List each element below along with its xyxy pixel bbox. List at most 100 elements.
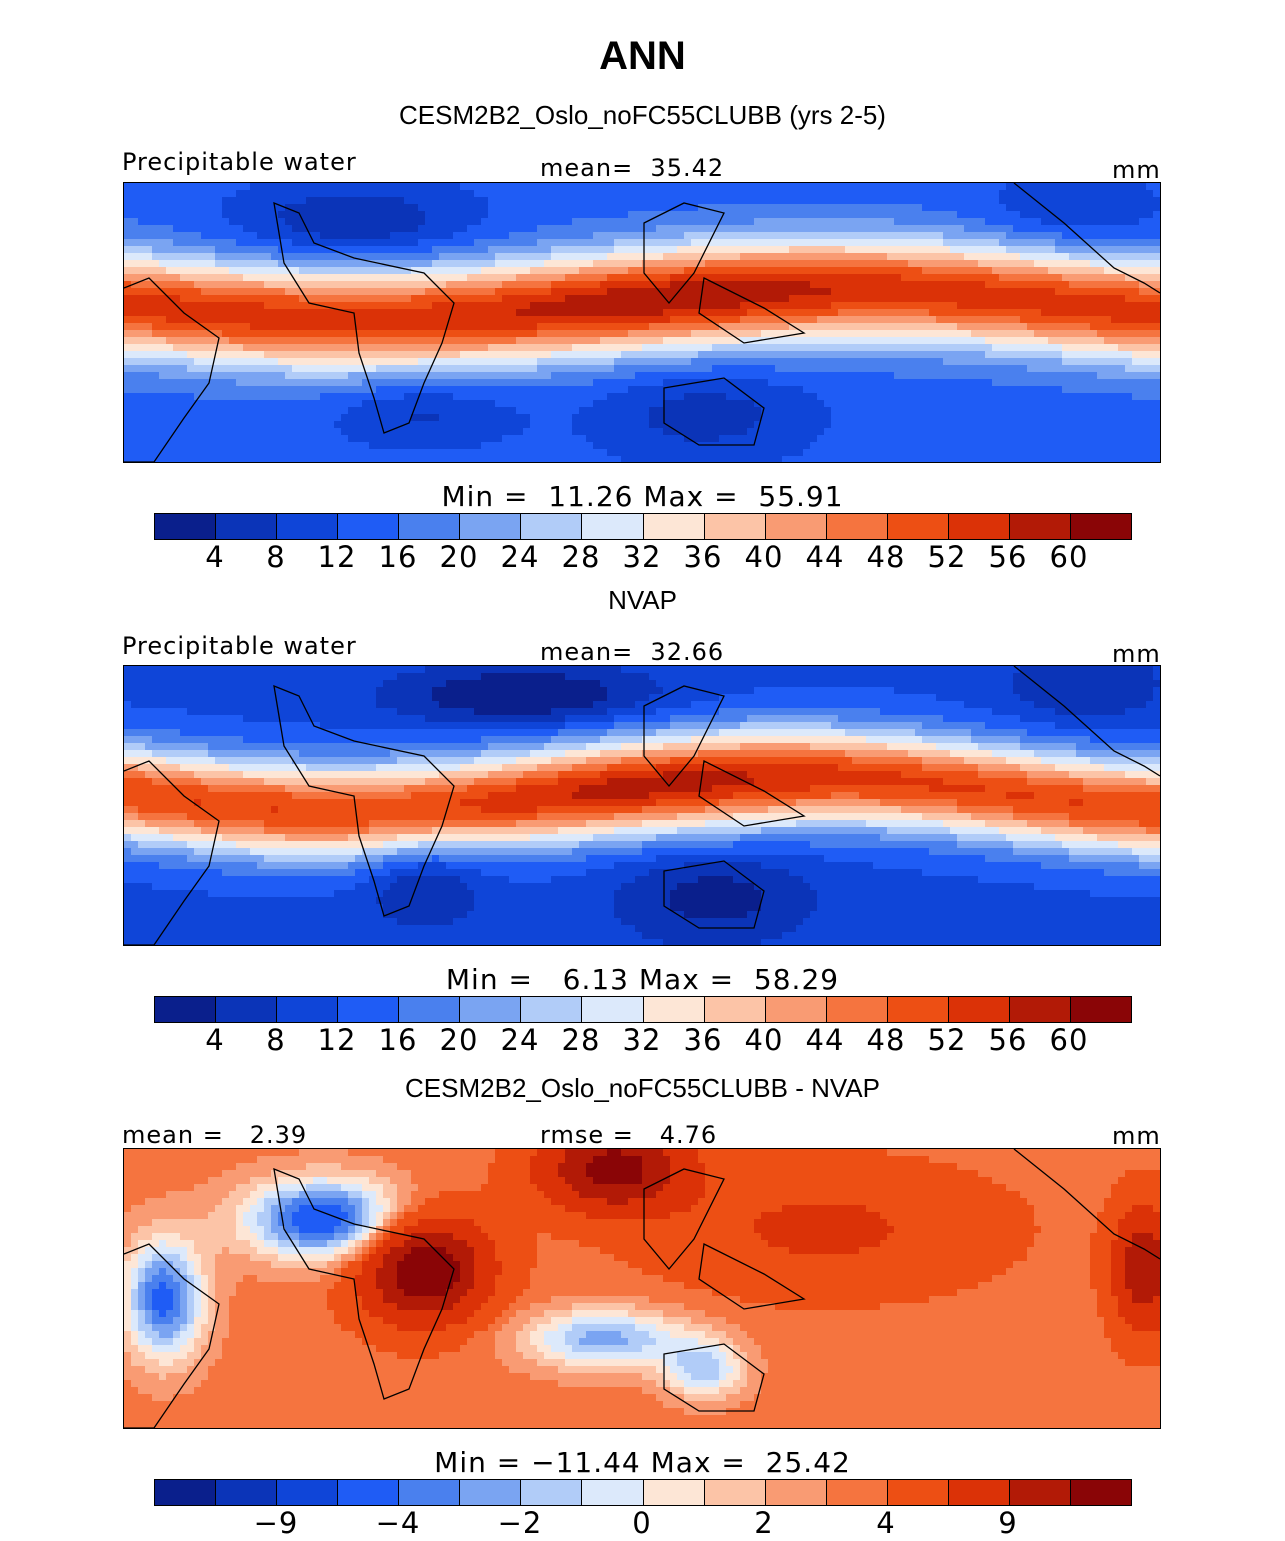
contour-cell	[138, 1338, 153, 1346]
contour-cell	[733, 1345, 741, 1353]
contour-cell	[1027, 365, 1126, 373]
contour-cell	[383, 890, 475, 898]
contour-cell	[124, 1289, 132, 1297]
contour-cell	[1146, 827, 1160, 835]
contour-cell	[124, 183, 251, 191]
contour-cell	[600, 281, 671, 289]
contour-cell	[656, 225, 965, 233]
contour-cell	[474, 190, 1000, 198]
contour-cell	[978, 1282, 1091, 1290]
coastline	[273, 201, 455, 434]
contour-cell	[194, 1338, 209, 1346]
contour-cell	[173, 1394, 657, 1402]
contour-cell	[1069, 771, 1126, 779]
contour-cell	[124, 1226, 139, 1234]
contour-cell	[411, 414, 440, 422]
contour-cell	[390, 750, 482, 758]
contour-cell	[698, 1149, 888, 1157]
contour-cell	[740, 1366, 748, 1374]
contour-cell	[775, 1303, 881, 1311]
contour-cell	[236, 190, 475, 198]
contour-cell	[264, 1205, 272, 1213]
contour-cell	[565, 295, 790, 303]
contour-cell	[236, 1212, 244, 1220]
contour-cell	[180, 1289, 188, 1297]
contour-cell	[957, 1163, 1160, 1171]
contour-cell	[1104, 1198, 1160, 1206]
colorbar-swatch	[826, 1480, 888, 1505]
contour-cell	[530, 302, 741, 310]
contour-cell	[250, 1240, 265, 1248]
contour-cell	[600, 771, 664, 779]
contour-cell	[166, 316, 671, 324]
contour-cell	[530, 834, 594, 842]
colorbar-tick-label: 16	[378, 540, 418, 574]
contour-cell	[453, 1254, 475, 1262]
contour-cell	[215, 1359, 503, 1367]
contour-cell	[278, 1177, 314, 1185]
panel-2-min-max: Min = 6.13 Max = 58.29	[445, 963, 840, 996]
contour-cell	[201, 1275, 209, 1283]
contour-cell	[334, 1254, 342, 1262]
contour-cell	[124, 1422, 1160, 1428]
contour-cell	[530, 1303, 573, 1311]
contour-cell	[264, 1240, 279, 1248]
contour-cell	[957, 841, 1014, 849]
contour-cell	[166, 337, 230, 345]
contour-cell	[726, 1352, 734, 1360]
colorbar-tick-label: 60	[1049, 540, 1089, 574]
contour-cell	[124, 771, 146, 779]
contour-cell	[124, 344, 174, 352]
contour-cell	[138, 1282, 146, 1290]
contour-cell	[1139, 281, 1160, 289]
contour-cell	[152, 1219, 237, 1227]
contour-cell	[670, 1163, 706, 1171]
contour-cell	[124, 757, 167, 765]
contour-cell	[243, 274, 468, 282]
contour-cell	[369, 1212, 377, 1220]
contour-cell	[236, 1233, 258, 1241]
contour-cell	[642, 1373, 664, 1381]
contour-cell	[187, 1254, 202, 1262]
contour-cell	[621, 743, 664, 751]
contour-cell	[397, 1184, 419, 1192]
contour-cell	[418, 1184, 482, 1192]
contour-cell	[348, 1191, 363, 1199]
contour-cell	[201, 1296, 209, 1304]
contour-cell	[355, 869, 391, 877]
contour-cell	[264, 855, 356, 863]
colorbar-swatch	[460, 1480, 522, 1505]
contour-cell	[1027, 323, 1091, 331]
contour-cell	[488, 1177, 531, 1185]
contour-cell	[376, 1198, 391, 1206]
contour-cell	[1104, 1205, 1133, 1213]
contour-cell	[698, 876, 734, 884]
contour-cell	[523, 428, 573, 436]
contour-cell	[397, 876, 461, 884]
contour-cell	[467, 1317, 496, 1325]
contour-cell	[621, 1331, 650, 1339]
contour-cell	[131, 1380, 202, 1388]
contour-cell	[124, 1366, 146, 1374]
contour-cell	[404, 1226, 482, 1234]
contour-cell	[138, 806, 272, 814]
contour-cell	[292, 1212, 349, 1220]
contour-cell	[810, 841, 958, 849]
contour-cell	[642, 1156, 671, 1164]
contour-cell	[159, 260, 216, 268]
contour-cell	[257, 862, 349, 870]
contour-cell	[747, 1359, 769, 1367]
contour-cell	[474, 904, 615, 912]
contour-cell	[432, 855, 440, 863]
contour-cell	[495, 1149, 538, 1157]
contour-cell	[544, 1191, 580, 1199]
contour-cell	[705, 1191, 1021, 1199]
contour-cell	[201, 1268, 216, 1276]
colorbar-swatch	[643, 997, 705, 1022]
contour-cell	[397, 848, 573, 856]
contour-cell	[124, 1261, 139, 1269]
contour-cell	[418, 841, 580, 849]
contour-cell	[509, 1303, 531, 1311]
contour-cell	[656, 1394, 685, 1402]
contour-cell	[733, 841, 811, 849]
